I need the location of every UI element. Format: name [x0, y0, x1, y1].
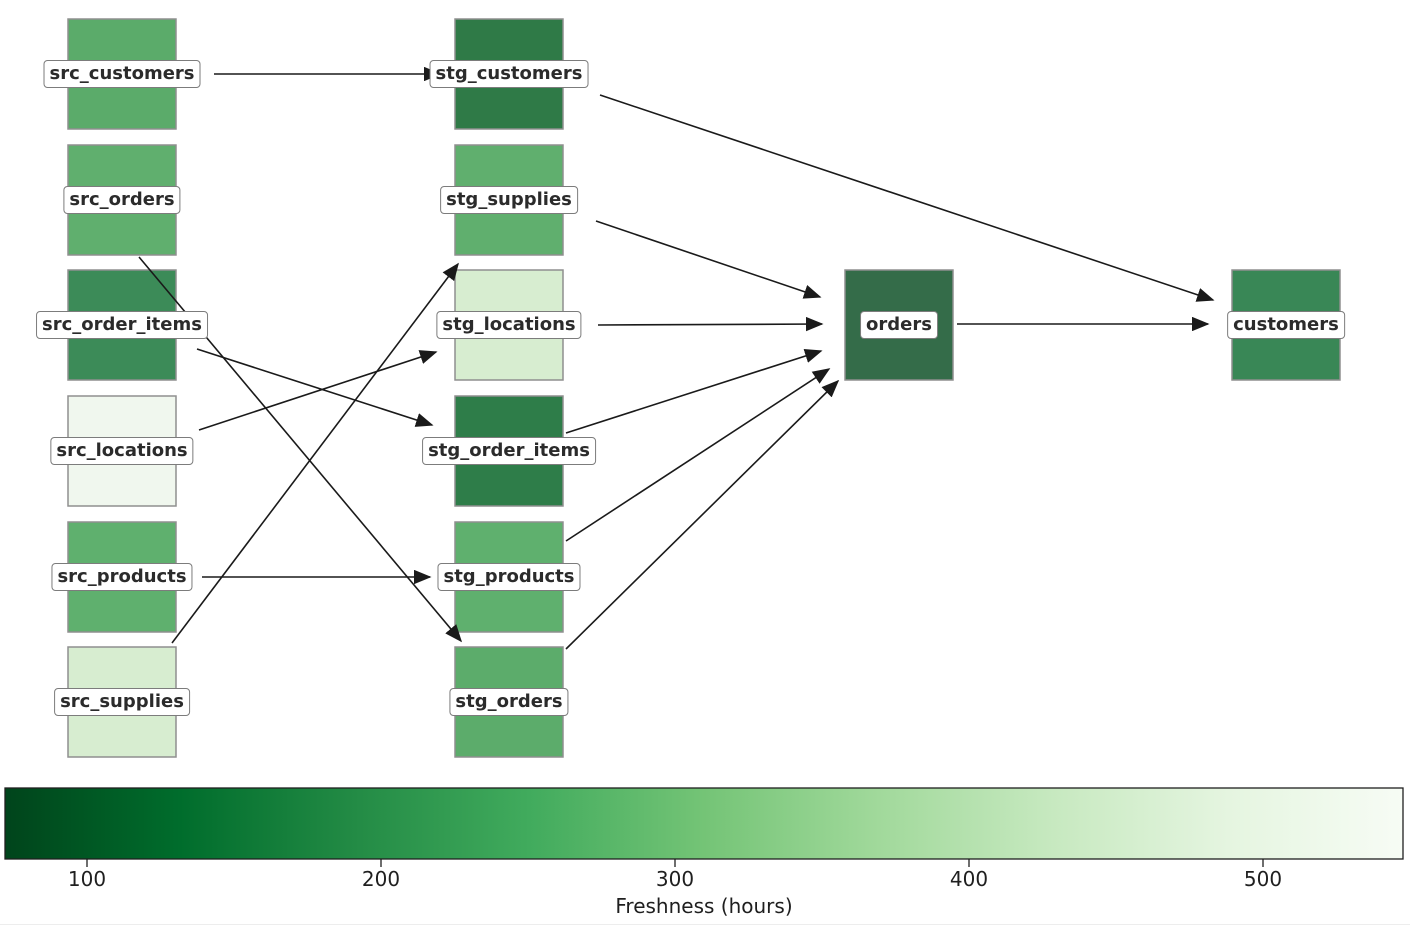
node-stg_products [454, 521, 564, 633]
figure-bottom-rule [0, 924, 1410, 925]
node-customers [1231, 269, 1341, 381]
node-stg_order_items [454, 395, 564, 507]
edge-src_locations--stg_locations [198, 350, 438, 431]
colorbar: 100 200 300 400 500 [4, 787, 1404, 891]
colorbar-tick-label-300: 300 [656, 867, 694, 891]
colorbar-tick-label-200: 200 [362, 867, 400, 891]
node-src_products [67, 521, 177, 633]
edge-stg_locations--orders [597, 316, 824, 332]
colorbar-bar [4, 787, 1404, 860]
colorbar-tick-label-400: 400 [950, 867, 988, 891]
edge-stg_orders--orders [565, 379, 840, 650]
edge-src_orders--stg_orders [138, 256, 463, 643]
node-src_orders [67, 144, 177, 256]
edge-stg_supplies--orders [595, 220, 822, 299]
node-orders [844, 269, 954, 381]
node-stg_customers [454, 18, 564, 130]
edges-layer [138, 66, 1215, 650]
colorbar-tick-label-500: 500 [1244, 867, 1282, 891]
node-src_locations [67, 395, 177, 507]
node-stg_supplies [454, 144, 564, 256]
edge-stg_order_items--orders [565, 349, 823, 434]
edge-src_order_items--stg_order_items [196, 348, 434, 427]
colorbar-axis-label: Freshness (hours) [615, 894, 792, 918]
edge-stg_customers--customers [599, 94, 1215, 302]
edge-stg_products--orders [565, 368, 831, 542]
node-stg_locations [454, 269, 564, 381]
node-src_customers [67, 18, 177, 130]
node-stg_orders [454, 646, 564, 758]
node-src_supplies [67, 646, 177, 758]
edge-src_supplies--stg_supplies [171, 262, 459, 644]
node-src_order_items [67, 269, 177, 381]
colorbar-tick-label-100: 100 [68, 867, 106, 891]
